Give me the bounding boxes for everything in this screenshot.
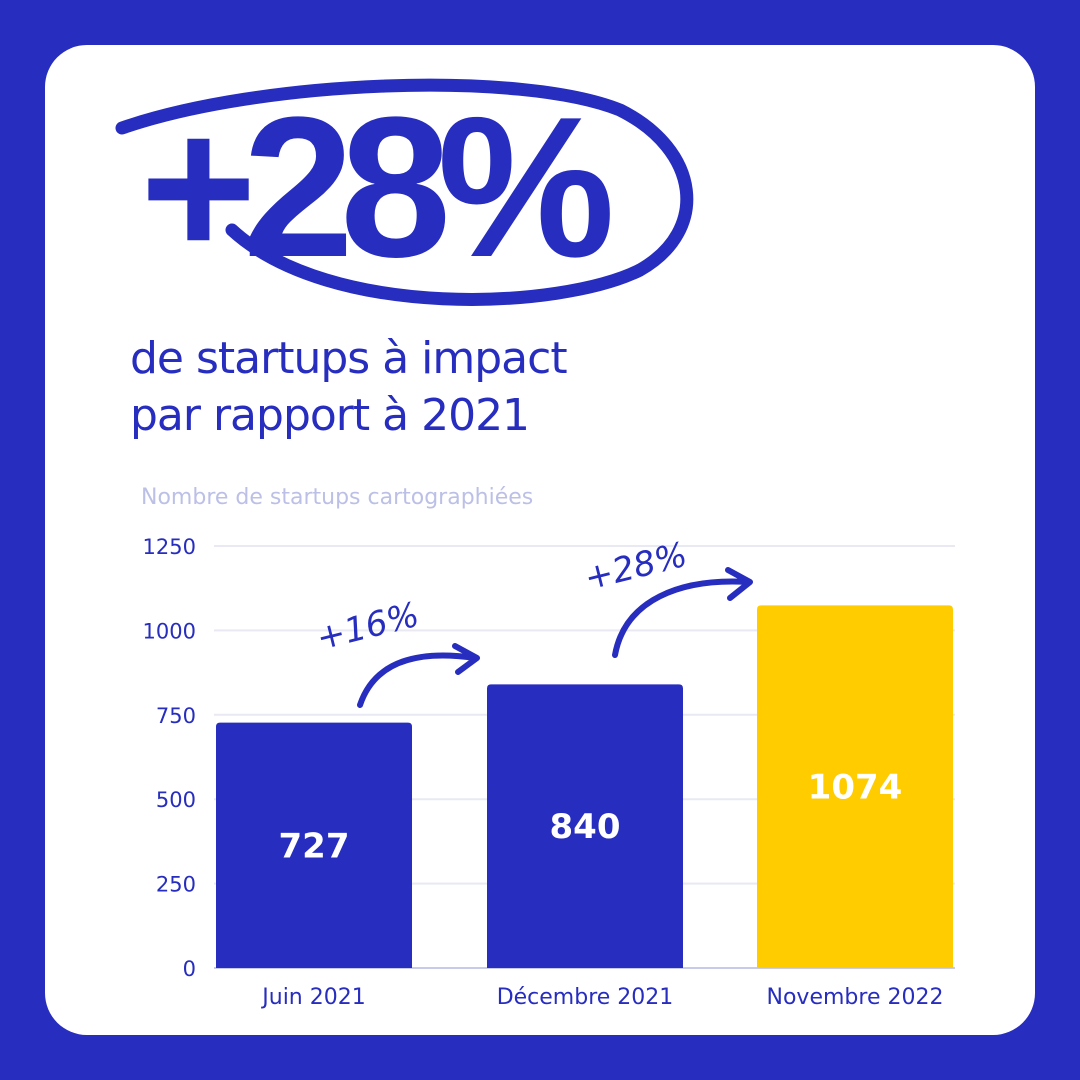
annotation-16: +16%	[313, 595, 424, 659]
headline-subtitle: de startups à impact par rapport à 2021	[130, 330, 568, 444]
arrow-28	[612, 567, 753, 658]
y-tick-label: 1000	[143, 619, 196, 643]
y-tick-label: 750	[156, 704, 196, 728]
y-tick-label: 500	[156, 788, 196, 812]
x-tick-label: Juin 2021	[260, 985, 365, 1010]
chart-title: Nombre de startups cartographiées	[141, 485, 533, 510]
data-label: 727	[279, 826, 350, 866]
headline-value: +28%	[140, 76, 615, 299]
subtitle-line-1: de startups à impact	[130, 333, 568, 384]
bar	[487, 684, 683, 968]
bar	[757, 605, 953, 968]
subtitle-line-2: par rapport à 2021	[130, 390, 530, 441]
data-label: 1074	[808, 768, 903, 808]
x-tick-label: Novembre 2022	[767, 985, 944, 1010]
bar	[216, 722, 412, 968]
y-tick-label: 1250	[143, 535, 196, 559]
arrow-16	[357, 643, 480, 708]
y-tick-label: 0	[183, 957, 196, 981]
x-tick-label: Décembre 2021	[497, 985, 674, 1010]
data-label: 840	[550, 807, 621, 847]
y-tick-label: 250	[156, 873, 196, 897]
